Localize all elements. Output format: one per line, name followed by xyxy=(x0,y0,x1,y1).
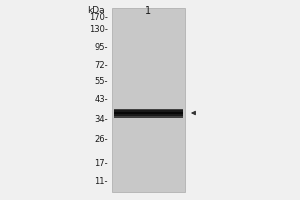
Text: 55-: 55- xyxy=(94,76,108,86)
Bar xyxy=(114,112,183,114)
Text: kDa: kDa xyxy=(87,6,105,15)
Text: 34-: 34- xyxy=(94,116,108,124)
Text: 170-: 170- xyxy=(89,14,108,22)
Text: 43-: 43- xyxy=(94,96,108,104)
Text: 130-: 130- xyxy=(89,25,108,34)
Text: 17-: 17- xyxy=(94,158,108,168)
Bar xyxy=(114,110,183,112)
Bar xyxy=(114,114,183,116)
Bar xyxy=(114,116,183,117)
Text: 95-: 95- xyxy=(94,43,108,51)
Bar xyxy=(114,108,183,110)
Text: 11-: 11- xyxy=(94,178,108,186)
Text: 72-: 72- xyxy=(94,60,108,70)
Text: 1: 1 xyxy=(145,6,151,16)
Text: 26-: 26- xyxy=(94,136,108,144)
Bar xyxy=(112,8,185,192)
